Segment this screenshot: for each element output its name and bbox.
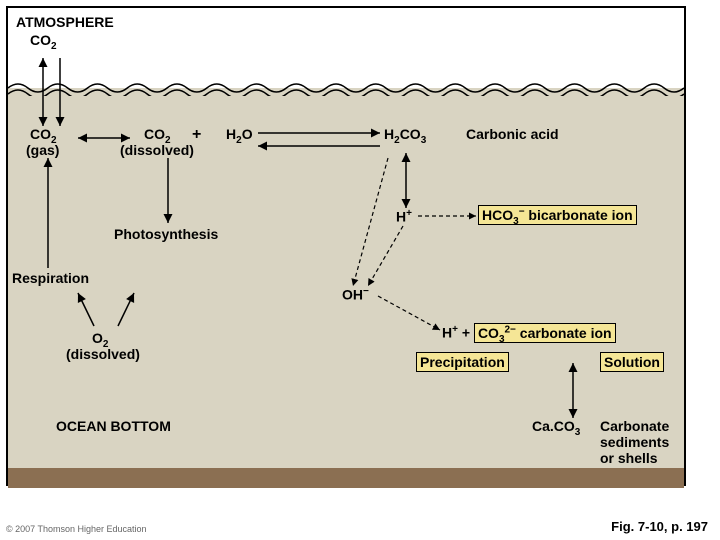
bicarbonate-label: HCO3− bicarbonate ion bbox=[478, 206, 637, 226]
h2co3-label: H2CO3 bbox=[384, 126, 426, 146]
diagram-frame: ATMOSPHERE CO2 CO2 (gas) CO2 (dissolved)… bbox=[6, 6, 686, 486]
ocean-bottom-region bbox=[8, 468, 684, 488]
atmosphere-label: ATMOSPHERE bbox=[16, 14, 114, 30]
solution-label: Solution bbox=[600, 354, 664, 370]
carbonic-acid-label: Carbonic acid bbox=[466, 126, 559, 142]
oh-minus-label: OH− bbox=[342, 286, 369, 303]
h-plus-label: H+ bbox=[396, 208, 412, 225]
wave-line bbox=[8, 80, 684, 96]
caco3-sediments-3: or shells bbox=[600, 450, 658, 466]
co2-atm-label: CO2 bbox=[30, 32, 57, 52]
plus-sign-1: + bbox=[192, 126, 201, 144]
carbonate-ion-label: H+ + CO32− carbonate ion bbox=[442, 324, 616, 344]
h2o-label: H2O bbox=[226, 126, 253, 146]
co2-gas-paren: (gas) bbox=[26, 142, 59, 158]
respiration-label: Respiration bbox=[12, 270, 89, 286]
o2-dissolved-paren: (dissolved) bbox=[66, 346, 140, 362]
caco3-sediments-2: sediments bbox=[600, 434, 669, 450]
precipitation-label: Precipitation bbox=[416, 354, 509, 370]
photosynthesis-label: Photosynthesis bbox=[114, 226, 218, 242]
caco3-sediments-1: Carbonate bbox=[600, 418, 669, 434]
figure-caption: Fig. 7-10, p. 197 bbox=[611, 519, 708, 534]
co2-dissolved-paren: (dissolved) bbox=[120, 142, 194, 158]
caco3-label: Ca.CO3 bbox=[532, 418, 580, 438]
ocean-bottom-label: OCEAN BOTTOM bbox=[56, 418, 171, 434]
copyright-text: © 2007 Thomson Higher Education bbox=[6, 524, 147, 534]
